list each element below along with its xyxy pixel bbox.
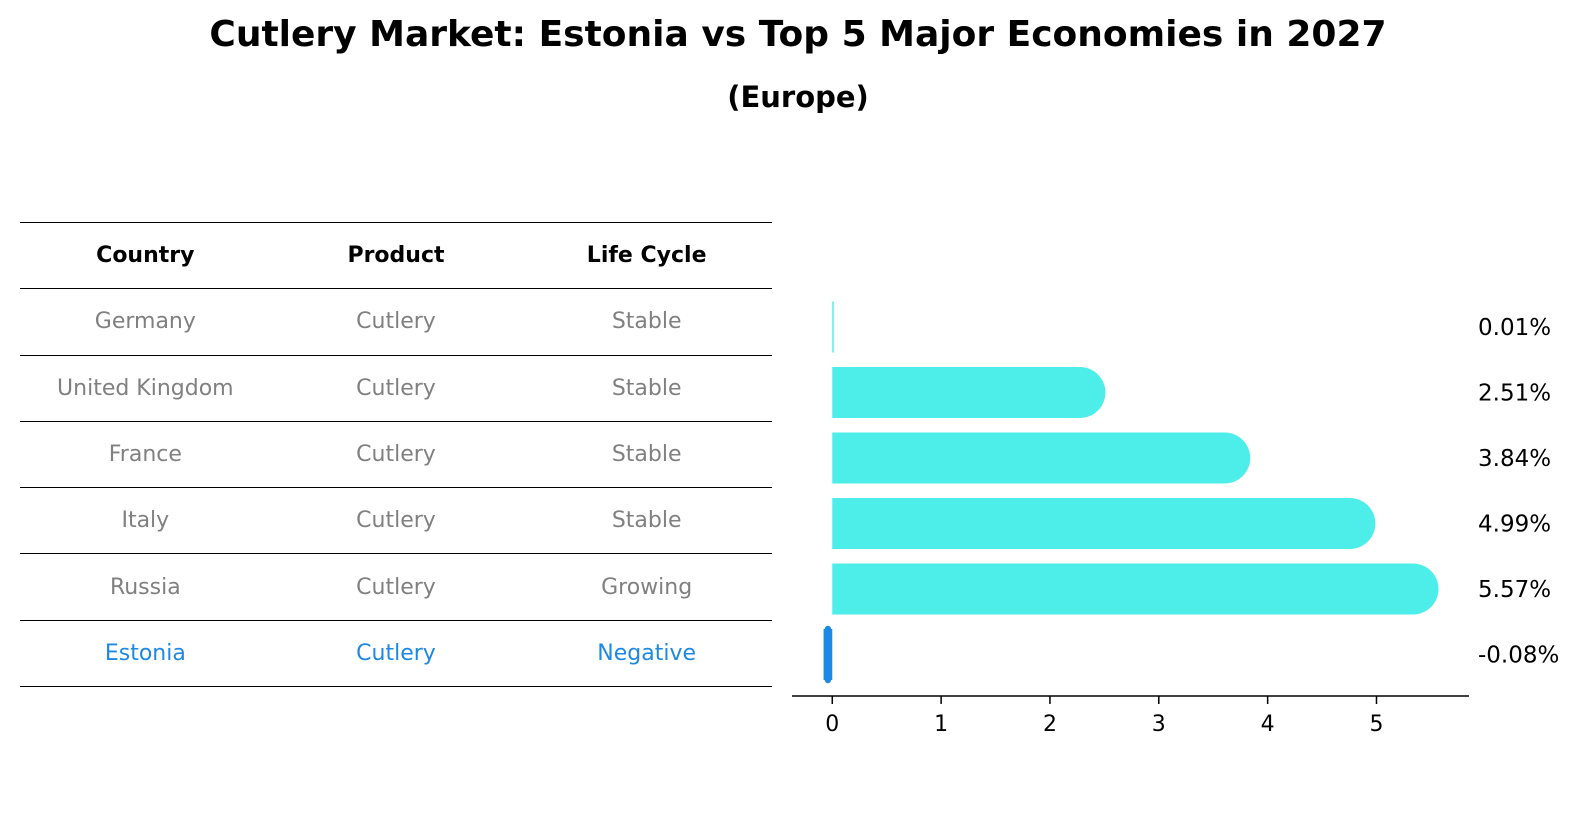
cell-country: United Kingdom bbox=[20, 355, 271, 422]
cell-country: Germany bbox=[20, 288, 271, 356]
cell-life-cycle: Growing bbox=[521, 553, 772, 621]
bar bbox=[832, 498, 1376, 549]
value-label: 4.99% bbox=[1478, 512, 1551, 538]
value-label: 5.57% bbox=[1478, 577, 1551, 603]
cell-country: Estonia bbox=[20, 620, 271, 688]
bar bbox=[832, 301, 834, 353]
chart-title: Cutlery Market: Estonia vs Top 5 Major E… bbox=[209, 14, 1387, 55]
table-row: Russia Cutlery Growing bbox=[20, 553, 772, 621]
x-tick-label: 1 bbox=[934, 712, 948, 737]
cell-life-cycle: Negative bbox=[521, 620, 772, 688]
x-tick-label: 4 bbox=[1261, 712, 1275, 737]
bar bbox=[832, 432, 1251, 484]
table-row: United Kingdom Cutlery Stable bbox=[20, 355, 772, 422]
cell-country: Russia bbox=[20, 553, 271, 621]
cell-life-cycle: Stable bbox=[521, 487, 772, 555]
cell-product: Cutlery bbox=[270, 288, 522, 356]
cell-product: Cutlery bbox=[270, 553, 522, 621]
header-product: Product bbox=[270, 221, 522, 290]
x-tick-label: 3 bbox=[1152, 712, 1166, 737]
data-table: Country Product Life Cycle Germany Cutle… bbox=[20, 221, 772, 688]
bar bbox=[832, 367, 1106, 418]
table-row: Germany Cutlery Stable bbox=[20, 288, 772, 356]
cell-product: Cutlery bbox=[270, 620, 522, 688]
x-tick-label: 2 bbox=[1043, 712, 1057, 737]
bar bbox=[832, 563, 1439, 615]
value-label: 2.51% bbox=[1478, 381, 1551, 407]
table-row: France Cutlery Stable bbox=[20, 421, 772, 489]
table-row-highlighted: Estonia Cutlery Negative bbox=[20, 620, 772, 688]
header-country: Country bbox=[20, 221, 271, 290]
cell-life-cycle: Stable bbox=[521, 421, 772, 489]
cell-product: Cutlery bbox=[270, 421, 522, 489]
bar-negative bbox=[823, 625, 833, 684]
cell-life-cycle: Stable bbox=[521, 355, 772, 422]
value-label: -0.08% bbox=[1478, 643, 1559, 669]
table-header-row: Country Product Life Cycle bbox=[20, 221, 772, 290]
cell-country: Italy bbox=[20, 487, 271, 555]
table-row: Italy Cutlery Stable bbox=[20, 487, 772, 555]
header-life-cycle: Life Cycle bbox=[521, 221, 772, 290]
x-tick-label: 0 bbox=[825, 712, 839, 737]
cell-product: Cutlery bbox=[270, 487, 522, 555]
value-label: 3.84% bbox=[1478, 446, 1551, 472]
cell-life-cycle: Stable bbox=[521, 288, 772, 356]
value-label: 0.01% bbox=[1478, 315, 1551, 341]
cell-product: Cutlery bbox=[270, 355, 522, 422]
chart-subtitle: (Europe) bbox=[727, 80, 869, 114]
cell-country: France bbox=[20, 421, 271, 489]
x-tick-label: 5 bbox=[1369, 712, 1383, 737]
